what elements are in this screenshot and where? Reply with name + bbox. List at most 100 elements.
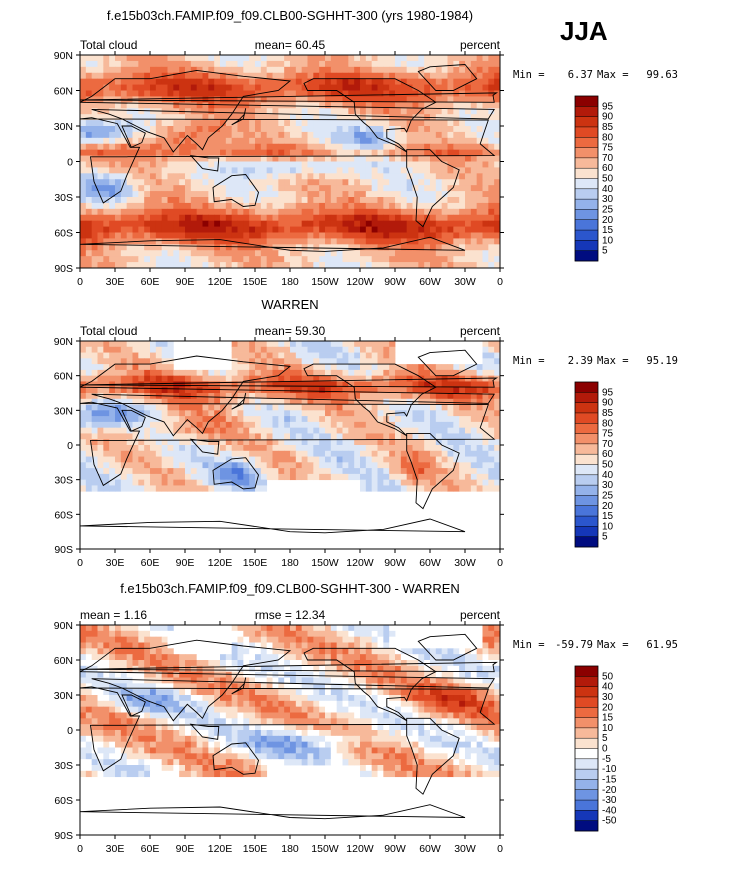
- heatmap-cell: [412, 421, 419, 429]
- heatmap-cell: [115, 84, 122, 91]
- heatmap-cell: [173, 439, 180, 446]
- heatmap-cell: [260, 161, 268, 168]
- heatmap-cell: [255, 479, 262, 486]
- heatmap-cell: [179, 102, 186, 109]
- heatmap-cell: [348, 410, 355, 417]
- heatmap-cell: [290, 155, 297, 162]
- heatmap-cell: [225, 421, 233, 429]
- heatmap-cell: [389, 185, 396, 192]
- heatmap-cell: [150, 155, 157, 162]
- panel-right-label: percent: [460, 38, 501, 52]
- heatmap-cell: [214, 114, 221, 121]
- heatmap-cell: [185, 404, 192, 411]
- heatmap-cell: [424, 108, 431, 115]
- heatmap-cell: [85, 208, 93, 216]
- heatmap-cell: [278, 625, 285, 632]
- heatmap-cell: [173, 60, 180, 68]
- heatmap-cell: [319, 625, 326, 632]
- heatmap-cell: [179, 256, 186, 263]
- heatmap-cell: [336, 369, 343, 377]
- heatmap-cell: [80, 630, 87, 638]
- heatmap-cell: [220, 375, 227, 382]
- heatmap-cell: [412, 654, 419, 661]
- heatmap-cell: [476, 416, 483, 423]
- heatmap-cell: [360, 660, 367, 667]
- heatmap-cell: [295, 72, 303, 80]
- heatmap-cell: [208, 450, 215, 457]
- heatmap-cell: [295, 137, 303, 145]
- heatmap-cell: [161, 90, 168, 97]
- heatmap-cell: [80, 143, 87, 151]
- colorbar-level-label: 85: [602, 408, 614, 419]
- heatmap-cell: [91, 167, 98, 174]
- heatmap-cell: [237, 462, 244, 469]
- heatmap-cell: [465, 485, 472, 492]
- heatmap-cell: [319, 369, 326, 377]
- heatmap-cell: [418, 131, 425, 139]
- heatmap-cell: [91, 126, 98, 133]
- heatmap-cell: [377, 416, 384, 423]
- heatmap-cell: [400, 202, 408, 210]
- heatmap-cell: [319, 352, 326, 359]
- heatmap-cell: [138, 214, 145, 222]
- heatmap-cell: [80, 404, 87, 411]
- heatmap-cell: [144, 648, 151, 655]
- heatmap-cell: [470, 654, 478, 661]
- heatmap-cell: [365, 167, 373, 174]
- heatmap-cell: [208, 665, 215, 673]
- heatmap-cell: [313, 197, 320, 204]
- heatmap-cell: [395, 55, 402, 62]
- heatmap-cell: [295, 167, 303, 174]
- heatmap-cell: [377, 96, 384, 103]
- heatmap-cell: [237, 226, 244, 233]
- heatmap-cell: [255, 167, 262, 174]
- heatmap-cell: [173, 126, 180, 133]
- heatmap-cell: [290, 72, 297, 80]
- heatmap-cell: [371, 155, 378, 162]
- heatmap-cell: [214, 126, 221, 133]
- heatmap-cell: [103, 78, 110, 85]
- heatmap-cell: [85, 416, 93, 423]
- heatmap-cell: [295, 433, 303, 440]
- heatmap-cell: [360, 214, 367, 222]
- heatmap-cell: [336, 387, 343, 394]
- heatmap-cell: [447, 665, 454, 673]
- heatmap-cell: [354, 421, 361, 429]
- heatmap-cell: [91, 84, 98, 91]
- heatmap-cell: [220, 179, 227, 186]
- heatmap-cell: [85, 102, 93, 109]
- heatmap-cell: [377, 66, 384, 74]
- heatmap-cell: [377, 369, 384, 377]
- heatmap-cell: [360, 654, 367, 661]
- heatmap-cell: [424, 161, 431, 168]
- heatmap-cell: [400, 445, 408, 452]
- panel-title: WARREN: [261, 297, 318, 312]
- heatmap-cell: [126, 421, 133, 429]
- heatmap-field: [80, 55, 501, 269]
- heatmap-cell: [202, 393, 209, 400]
- heatmap-cell: [155, 433, 163, 440]
- heatmap-cell: [295, 131, 303, 139]
- heatmap-cell: [202, 262, 209, 269]
- heatmap-cell: [196, 226, 203, 233]
- heatmap-cell: [97, 654, 104, 661]
- heatmap-cell: [301, 364, 308, 371]
- heatmap-cell: [430, 250, 437, 257]
- heatmap-cell: [377, 149, 384, 156]
- heatmap-cell: [319, 232, 326, 239]
- heatmap-cell: [237, 250, 244, 257]
- heatmap-cell: [453, 226, 460, 233]
- heatmap-cell: [424, 226, 431, 233]
- heatmap-cell: [383, 155, 390, 162]
- heatmap-cell: [260, 358, 268, 365]
- heatmap-cell: [412, 185, 419, 192]
- heatmap-cell: [348, 214, 355, 222]
- heatmap-cell: [336, 131, 343, 139]
- heatmap-cell: [406, 90, 413, 97]
- heatmap-cell: [237, 648, 244, 655]
- heatmap-cell: [383, 630, 390, 638]
- heatmap-cell: [85, 120, 93, 127]
- heatmap-cell: [488, 155, 495, 162]
- heatmap-cell: [383, 358, 390, 365]
